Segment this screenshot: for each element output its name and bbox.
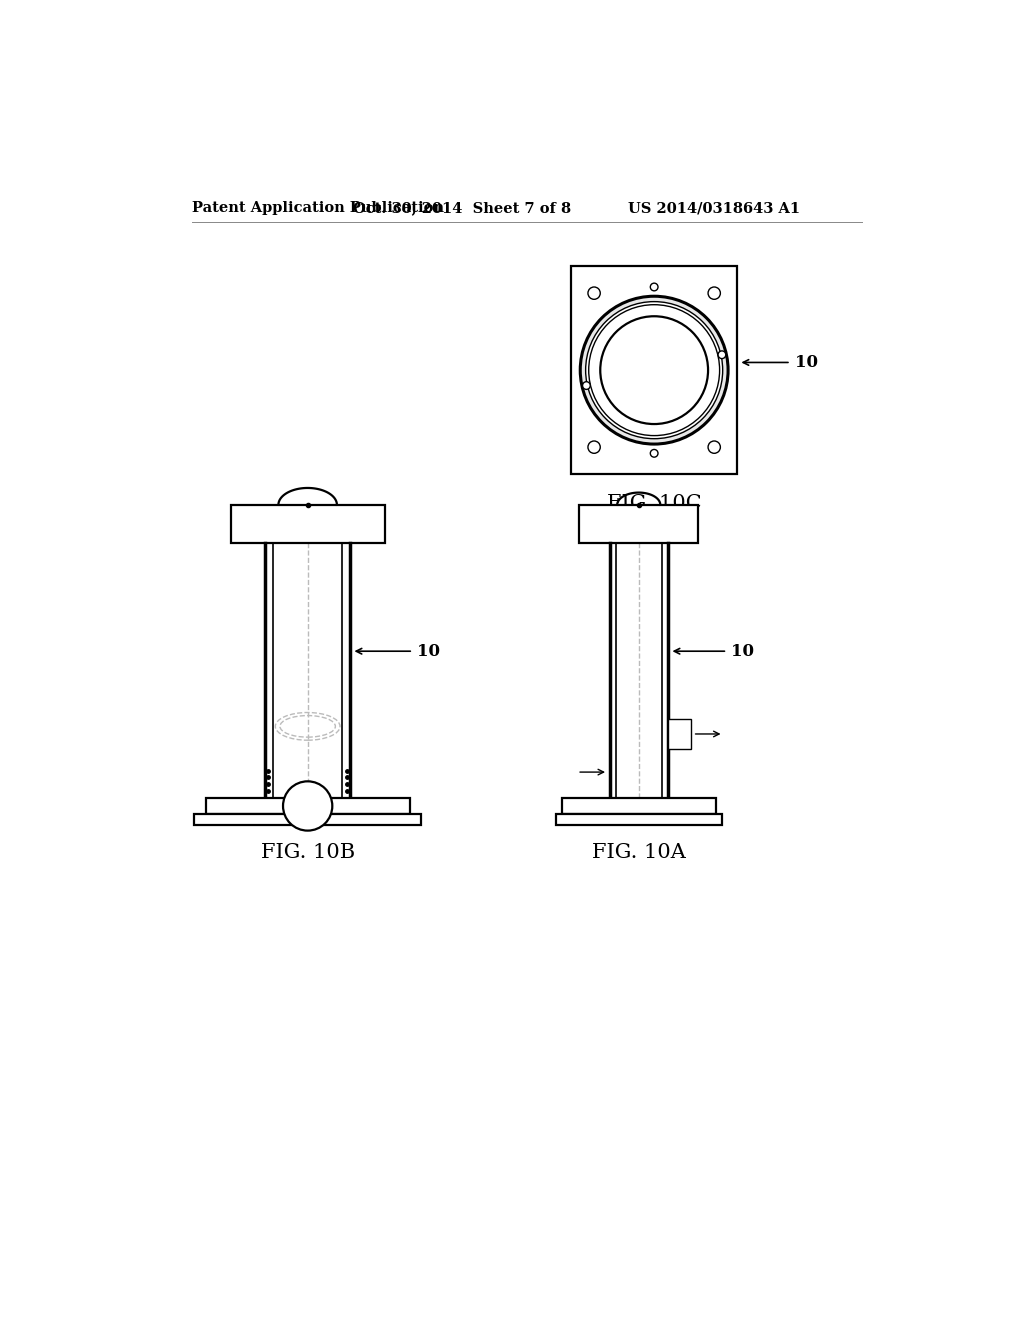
Bar (195, 814, 421, 825)
Circle shape (600, 317, 708, 424)
Bar (556, 814, 722, 825)
Circle shape (589, 305, 720, 436)
Text: FIG. 10A: FIG. 10A (592, 842, 686, 862)
Bar (580, 506, 698, 544)
Text: Oct. 30, 2014  Sheet 7 of 8: Oct. 30, 2014 Sheet 7 of 8 (352, 202, 570, 215)
Bar (571, 267, 737, 474)
Text: FIG. 10C: FIG. 10C (607, 494, 701, 513)
Circle shape (718, 351, 726, 359)
Bar (206, 797, 410, 814)
Text: 10: 10 (731, 643, 754, 660)
Circle shape (588, 441, 600, 453)
Circle shape (583, 381, 590, 389)
Text: Patent Application Publication: Patent Application Publication (193, 202, 444, 215)
Circle shape (581, 296, 728, 444)
Circle shape (650, 450, 658, 457)
Text: 10: 10 (417, 643, 440, 660)
Circle shape (588, 286, 600, 300)
Bar (230, 506, 385, 544)
Text: 10: 10 (795, 354, 818, 371)
Circle shape (708, 286, 720, 300)
Text: FIG. 10B: FIG. 10B (260, 842, 354, 862)
Circle shape (283, 781, 333, 830)
Circle shape (650, 284, 658, 290)
Bar (562, 797, 716, 814)
Bar (668, 719, 691, 748)
Text: US 2014/0318643 A1: US 2014/0318643 A1 (629, 202, 801, 215)
Circle shape (708, 441, 720, 453)
Circle shape (586, 302, 723, 438)
